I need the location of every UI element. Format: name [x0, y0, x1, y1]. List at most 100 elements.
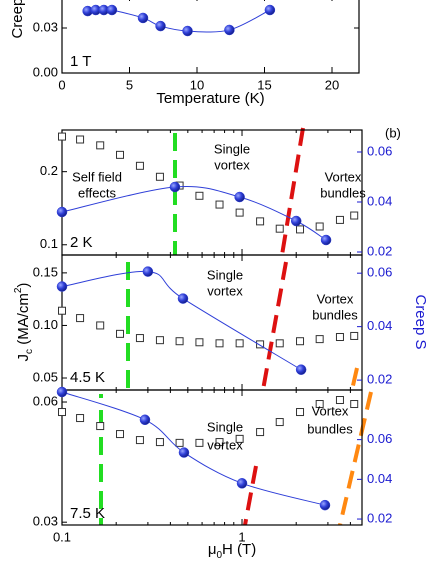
jc-point — [116, 329, 125, 338]
jc-point — [155, 438, 164, 447]
y-tick-label: 0.1 — [40, 236, 58, 251]
red-boundary — [280, 127, 305, 256]
label-part: 2 — [13, 287, 24, 293]
label-part: H (T) — [222, 541, 256, 558]
y-tick-label: 0.15 — [33, 264, 58, 279]
y2-tick-label: 0.04 — [367, 193, 392, 208]
label-part: J — [15, 354, 32, 362]
creep-point — [142, 266, 154, 277]
annotation: vortex — [214, 157, 250, 172]
jc-point — [256, 217, 265, 226]
jc-point — [76, 135, 85, 144]
creep-point — [236, 478, 248, 489]
red-boundary — [243, 465, 258, 526]
x-tick-label: 0.1 — [53, 529, 71, 544]
jc-point — [195, 338, 204, 347]
annotation: (b) — [385, 125, 401, 140]
annotation: Vortex — [317, 291, 354, 306]
jc-point — [315, 222, 324, 231]
jc-point — [275, 339, 284, 348]
jc-point — [256, 340, 265, 349]
jc-point — [135, 161, 144, 170]
annotation: vortex — [207, 283, 243, 298]
jc-point — [76, 314, 85, 323]
x-tick-label: 5 — [126, 77, 133, 92]
jc-point — [96, 321, 105, 330]
orange-boundary — [350, 367, 359, 391]
fit-line — [61, 185, 327, 241]
annotation: 2 K — [70, 234, 93, 251]
annotation: effects — [78, 185, 117, 200]
red-boundary — [261, 261, 288, 391]
y-tick-label: 0.05 — [33, 369, 58, 384]
y2-tick-label: 0.02 — [367, 372, 392, 387]
jc-point — [350, 331, 359, 340]
jc-point — [350, 211, 359, 220]
annotation: bundles — [307, 421, 353, 436]
jc-point — [175, 337, 184, 346]
annotation: 7.5 K — [70, 505, 105, 522]
orange-boundary — [338, 391, 373, 526]
y-tick-label: 0.2 — [40, 163, 58, 178]
x-tick-label: 10 — [190, 77, 204, 92]
jc-point — [296, 337, 305, 346]
y2-tick-label: 0.06 — [367, 431, 392, 446]
creep-point — [319, 499, 331, 511]
annotation: Vortex — [312, 403, 349, 418]
y-tick-label: 0.03 — [33, 19, 58, 34]
creep-point — [177, 293, 189, 304]
jc-point — [116, 430, 125, 439]
jc-point — [215, 438, 224, 447]
jc-point — [275, 418, 284, 427]
label-part: ) — [15, 283, 32, 288]
x-tick-label: 1 — [238, 529, 245, 544]
jc-point — [155, 336, 164, 345]
jc-point — [235, 434, 244, 443]
jc-point — [155, 172, 164, 181]
y-tick-label: 0.03 — [33, 514, 58, 529]
creep-point — [137, 12, 149, 24]
y2-tick-label: 0.02 — [367, 243, 392, 258]
jc-point — [135, 436, 144, 445]
jc-point — [76, 414, 85, 423]
jc-point — [96, 141, 105, 150]
annotation: Single — [207, 267, 243, 282]
jc-point — [116, 150, 125, 159]
creep-point — [106, 4, 118, 16]
x-axis-label: μ0H (T) — [208, 541, 256, 561]
jc-point — [335, 396, 344, 405]
y-tick-label: 0.06 — [33, 393, 58, 408]
plot-frame — [61, 0, 360, 74]
annotation: Self field — [72, 169, 122, 184]
jc-point — [235, 339, 244, 348]
jc-point — [296, 408, 305, 417]
jc-point — [175, 438, 184, 447]
creep-point — [169, 181, 181, 193]
y-axis-label: Jc (MA/cm2) — [13, 283, 35, 362]
jc-point — [335, 215, 344, 224]
x-axis-label: Temperature (K) — [156, 90, 264, 107]
label-part: c — [24, 349, 35, 354]
jc-point — [315, 335, 324, 344]
creep-point — [290, 215, 302, 227]
y2-tick-label: 0.06 — [367, 143, 392, 158]
creep-point — [320, 234, 332, 246]
label-part: 0 — [216, 550, 222, 561]
creep-point — [56, 281, 68, 292]
jc-point — [96, 422, 105, 431]
creep-point — [139, 414, 151, 426]
jc-point — [350, 400, 359, 409]
jc-point — [58, 306, 66, 315]
jc-point — [256, 428, 265, 437]
creep-point — [182, 25, 193, 37]
y-tick-label: 0.10 — [33, 317, 58, 332]
x-tick-label: 15 — [257, 77, 271, 92]
y2-tick-label: 0.02 — [367, 510, 392, 525]
jc-point — [315, 400, 324, 409]
creep-point — [234, 191, 245, 203]
creep-point — [264, 4, 276, 16]
regime-boundaries — [99, 127, 373, 526]
jc-point — [296, 225, 305, 234]
